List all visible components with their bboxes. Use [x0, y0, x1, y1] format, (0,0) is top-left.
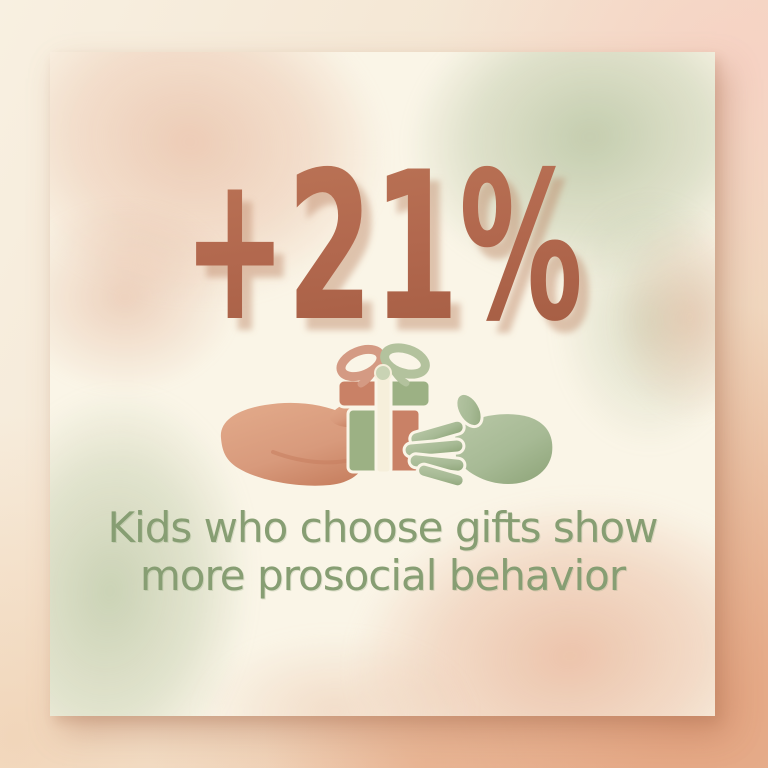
bow-loop-right — [379, 343, 430, 379]
gift-ribbon — [374, 375, 392, 475]
gift-box — [336, 375, 431, 475]
caption-line-1: Kids who choose gifts show — [107, 503, 659, 552]
infographic-card: +21% +21% — [50, 52, 715, 716]
gift-exchange-icon — [220, 343, 552, 489]
headline-text: +21% — [183, 129, 583, 367]
caption: Kids who choose gifts show more prosocia… — [50, 504, 715, 600]
watercolor-splotch-right-peach — [605, 202, 715, 432]
caption-line-2: more prosocial behavior — [139, 551, 626, 600]
watercolor-splotch-bottom — [185, 626, 485, 716]
receiving-hand — [402, 391, 552, 489]
headline-shadow: +21% — [193, 141, 593, 379]
headline-stat: +21% +21% — [168, 129, 598, 379]
gift-bow — [336, 343, 430, 388]
bow-knot — [373, 364, 392, 382]
